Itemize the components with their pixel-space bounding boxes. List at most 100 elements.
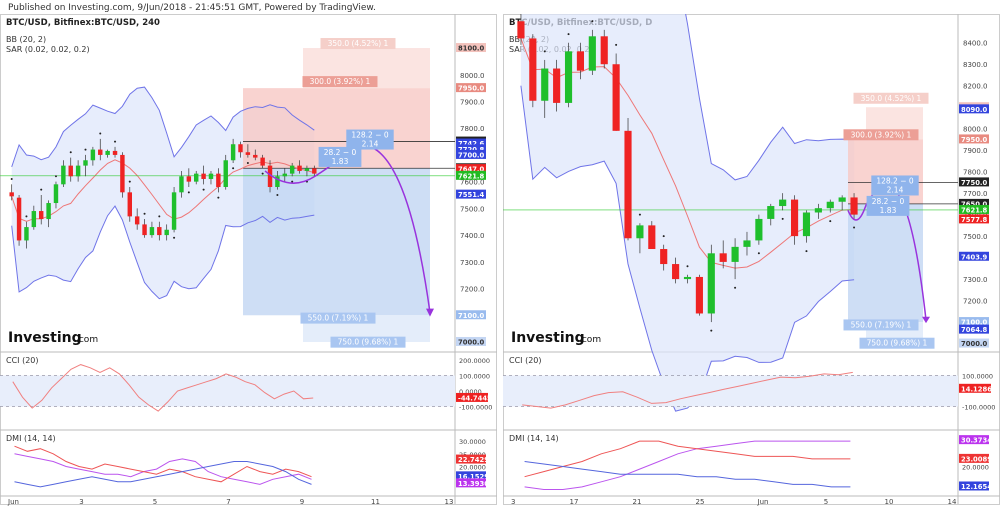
candle-body (253, 154, 258, 158)
price-tag-bg (456, 170, 486, 180)
dmi-line-plus_di (524, 440, 851, 490)
price-tag-bg (456, 164, 486, 174)
cci-band (503, 375, 958, 407)
price-tag: 8100.0 (458, 45, 484, 53)
candle-body (127, 192, 132, 217)
cci-label: CCI (20) (6, 356, 39, 365)
dmi-tag: 12.1654 (961, 483, 992, 491)
time-tick: 5 (824, 498, 828, 506)
candle-body (564, 51, 573, 103)
sar-dot (246, 161, 249, 164)
price-tick: 7900.0 (963, 147, 988, 155)
candle-body (201, 173, 206, 179)
candle-body (186, 176, 192, 182)
price-tick: 7600.0 (460, 179, 485, 187)
zone-label-bg (853, 92, 929, 104)
zone-label: 750.0 (9.68%) 1 (338, 338, 399, 347)
dmi-line-plus_di (14, 453, 312, 485)
price-tag-bg (456, 149, 486, 159)
cci-tag: -44.7445 (458, 394, 492, 402)
dmi-line-minus_di (524, 440, 851, 478)
sar-dot (173, 236, 176, 239)
price-tag: 7621.8 (458, 172, 484, 180)
sar-dot (662, 235, 665, 238)
zone-label-sub: 1.83 (332, 157, 349, 166)
price-tag-bg (959, 198, 989, 208)
sar-dot (202, 188, 205, 191)
candle-body (838, 197, 846, 202)
sar-dot (805, 250, 808, 253)
cci-label: CCI (20) (509, 356, 542, 365)
projected-path-arrow (426, 308, 434, 317)
legend-item: BB (20, 2) (6, 35, 46, 44)
price-tag: 8090.0 (961, 106, 987, 114)
candle-body (31, 211, 37, 228)
investing-logo: Investing (511, 330, 585, 346)
candle-body (826, 201, 834, 209)
candle-body (75, 165, 81, 177)
dmi-tick: 30.0000 (459, 438, 486, 446)
candle-body (260, 157, 265, 166)
price-tag: 7750.0 (961, 179, 987, 187)
price-tag: 7000.0 (458, 338, 484, 346)
price-tag: 7100.0 (458, 312, 484, 320)
dmi-tag: 30.3734 (961, 437, 992, 445)
candle-body (171, 192, 177, 230)
price-tag: 7742.6 (458, 140, 484, 148)
zone-label: 300.0 (3.92%) 1 (310, 77, 371, 86)
price-tick: 7200.0 (963, 298, 988, 306)
cci-tag: 14.1286 (961, 385, 992, 393)
sar-dot (567, 33, 570, 36)
zone-label: 28.2 − 0 (324, 148, 357, 157)
price-tag: 7000.0 (961, 340, 987, 348)
price-tag-bg (959, 204, 989, 214)
candle-body (149, 227, 155, 236)
candle-body (61, 165, 66, 185)
dmi-label: DMI (14, 14) (6, 434, 56, 443)
candle-body (683, 276, 692, 280)
dmi-label: DMI (14, 14) (509, 434, 559, 443)
sar-dot (54, 175, 57, 178)
price-tag-bg (959, 317, 989, 327)
sar-dot (615, 43, 618, 46)
candle-body (767, 206, 775, 219)
price-tag-bg (456, 310, 486, 320)
candle-body (24, 227, 29, 241)
candle-body (672, 264, 680, 280)
candle-body (850, 197, 858, 215)
price-tag-bg (959, 104, 989, 114)
dmi-tag: 23.0089 (961, 455, 992, 463)
candle-body (517, 21, 525, 39)
dmi-line-adx (14, 461, 312, 488)
dmi-tag-bg (959, 481, 989, 491)
bollinger-fill (520, 0, 855, 412)
candle-body (814, 208, 822, 213)
time-tick: 5 (153, 498, 157, 506)
dmi-tag-bg (456, 478, 486, 488)
dmi-tag-bg (456, 471, 486, 481)
price-tick: 7300.0 (963, 276, 988, 284)
bollinger-upper (682, 0, 855, 181)
price-tag-bg (959, 214, 989, 224)
time-tick: 3 (511, 498, 515, 506)
investing-logo-suffix: .com (579, 335, 601, 345)
bollinger-fill (11, 87, 315, 299)
time-tick: Jun (7, 498, 19, 506)
price-tag: 7650.0 (961, 200, 987, 208)
candle-body (576, 51, 584, 71)
candle-body (588, 36, 596, 71)
candle-body (648, 225, 656, 250)
cci-tag-bg (456, 392, 488, 402)
candle-body (289, 165, 295, 174)
chart-panel-4h: BTC/USD, Bitfinex:BTC/USD, 240 BB (20, 2)… (0, 14, 497, 507)
price-tag-bg (456, 138, 486, 148)
candle-body (802, 212, 811, 237)
bollinger-lower (520, 85, 855, 412)
candle-body (600, 36, 608, 65)
price-tag-bg (456, 43, 486, 53)
chart-title: BTC/USD, Bitfinex:BTC/USD, 240 (6, 18, 160, 28)
candle-body (223, 160, 228, 187)
dmi-line-minus_di (14, 445, 312, 483)
bollinger-lower (11, 205, 315, 300)
candle-body (53, 184, 59, 204)
